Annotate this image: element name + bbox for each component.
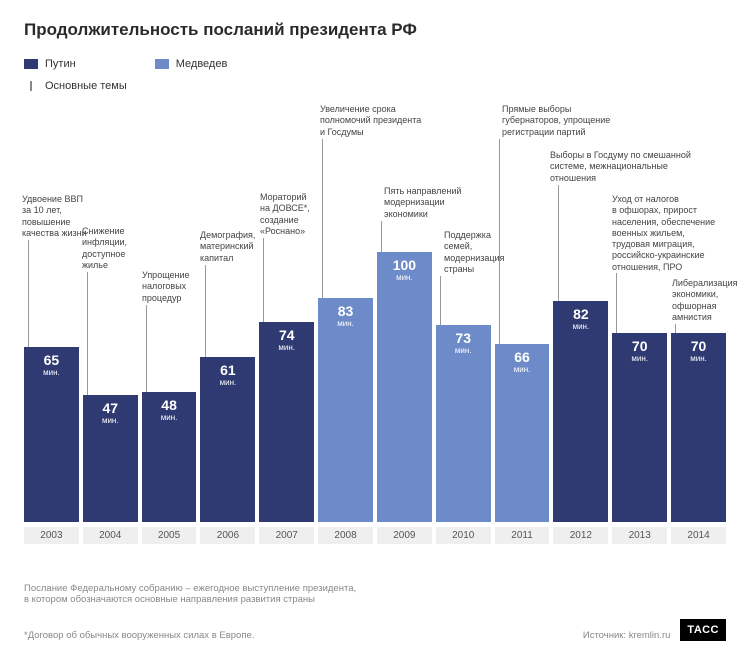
xaxis-label: 2013	[612, 527, 667, 544]
bar: 83мин.	[318, 298, 373, 522]
legend: Путин Основные темы Медведев	[24, 58, 726, 92]
xaxis-label: 2003	[24, 527, 79, 544]
swatch-putin	[24, 59, 38, 69]
legend-themes-label: Основные темы	[45, 80, 127, 92]
xaxis-label: 2008	[318, 527, 373, 544]
bar-unit: мин.	[455, 346, 472, 355]
bar-slot: 83мин.	[318, 252, 373, 522]
legend-medvedev: Медведев	[155, 58, 228, 70]
bar-slot: 100мин.	[377, 252, 432, 522]
bar: 73мин.	[436, 325, 491, 522]
annotation: Пять направлений модернизации экономики	[384, 186, 461, 220]
bar-value: 66	[514, 350, 530, 364]
legend-medvedev-label: Медведев	[176, 58, 228, 70]
bar-value: 82	[573, 307, 589, 321]
bar: 70мин.	[671, 333, 726, 522]
bar-unit: мин.	[337, 319, 354, 328]
bar-unit: мин.	[102, 416, 119, 425]
bar-slot: 47мин.	[83, 252, 138, 522]
bar-slot: 74мин.	[259, 252, 314, 522]
legend-line-icon	[30, 81, 32, 91]
bar-value: 70	[632, 339, 648, 353]
chart-area: Удвоение ВВП за 10 лет, повышение качест…	[24, 104, 726, 544]
xaxis-label: 2010	[436, 527, 491, 544]
chart-title: Продолжительность посланий президента РФ	[24, 20, 726, 40]
bar-slot: 70мин.	[612, 252, 667, 522]
bar-value: 73	[455, 331, 471, 345]
bar: 74мин.	[259, 322, 314, 522]
xaxis-label: 2012	[553, 527, 608, 544]
xaxis-label: 2005	[142, 527, 197, 544]
footer-source: Источник: kremlin.ru	[583, 630, 671, 641]
xaxis-label: 2007	[259, 527, 314, 544]
bar-value: 83	[338, 304, 354, 318]
bar-unit: мин.	[220, 378, 237, 387]
bar-slot: 82мин.	[553, 252, 608, 522]
bar-slot: 48мин.	[142, 252, 197, 522]
bar-unit: мин.	[690, 354, 707, 363]
bar: 82мин.	[553, 301, 608, 522]
bar-unit: мин.	[514, 365, 531, 374]
bar-slot: 70мин.	[671, 252, 726, 522]
bar-slot: 61мин.	[200, 252, 255, 522]
bar-slot: 65мин.	[24, 252, 79, 522]
bar: 66мин.	[495, 344, 550, 522]
bar-value: 74	[279, 328, 295, 342]
bar-unit: мин.	[161, 413, 178, 422]
bar: 47мин.	[83, 395, 138, 522]
bar: 70мин.	[612, 333, 667, 522]
legend-themes: Основные темы	[24, 80, 127, 92]
footer-description: Послание Федеральному собранию – ежегодн…	[24, 583, 726, 605]
annotation: Мораторий на ДОВСЕ*, создание «Роснано»	[260, 192, 310, 237]
leader-line	[381, 221, 382, 252]
annotation: Увеличение срока полномочий президента и…	[320, 104, 421, 138]
bar-unit: мин.	[631, 354, 648, 363]
bar-value: 48	[161, 398, 177, 412]
bar-slot: 66мин.	[495, 252, 550, 522]
xaxis-label: 2014	[671, 527, 726, 544]
bar-unit: мин.	[396, 273, 413, 282]
xaxis-label: 2011	[495, 527, 550, 544]
swatch-medvedev	[155, 59, 169, 69]
bar: 65мин.	[24, 347, 79, 523]
tass-logo: ТАСС	[680, 619, 726, 641]
annotation: Прямые выборы губернаторов, упрощение ре…	[502, 104, 610, 138]
bar-value: 61	[220, 363, 236, 377]
bar-value: 65	[44, 353, 60, 367]
xaxis-label: 2004	[83, 527, 138, 544]
footer-note: *Договор об обычных вооруженных силах в …	[24, 630, 254, 641]
x-axis: 2003200420052006200720082009201020112012…	[24, 527, 726, 544]
legend-putin-label: Путин	[45, 58, 76, 70]
bar-unit: мин.	[278, 343, 295, 352]
footer: Послание Федеральному собранию – ежегодн…	[24, 583, 726, 641]
legend-putin: Путин	[24, 58, 127, 70]
annotation: Удвоение ВВП за 10 лет, повышение качест…	[22, 194, 87, 239]
bar-value: 47	[102, 401, 118, 415]
bar: 100мин.	[377, 252, 432, 522]
xaxis-label: 2009	[377, 527, 432, 544]
bar: 48мин.	[142, 392, 197, 522]
xaxis-label: 2006	[200, 527, 255, 544]
bar-value: 100	[393, 258, 416, 272]
bar-unit: мин.	[573, 322, 590, 331]
bar: 61мин.	[200, 357, 255, 522]
bar-unit: мин.	[43, 368, 60, 377]
bar-slot: 73мин.	[436, 252, 491, 522]
annotation: Выборы в Госдуму по смешанной системе, м…	[550, 150, 691, 184]
bar-value: 70	[691, 339, 707, 353]
bars-row: 65мин.47мин.48мин.61мин.74мин.83мин.100м…	[24, 252, 726, 522]
